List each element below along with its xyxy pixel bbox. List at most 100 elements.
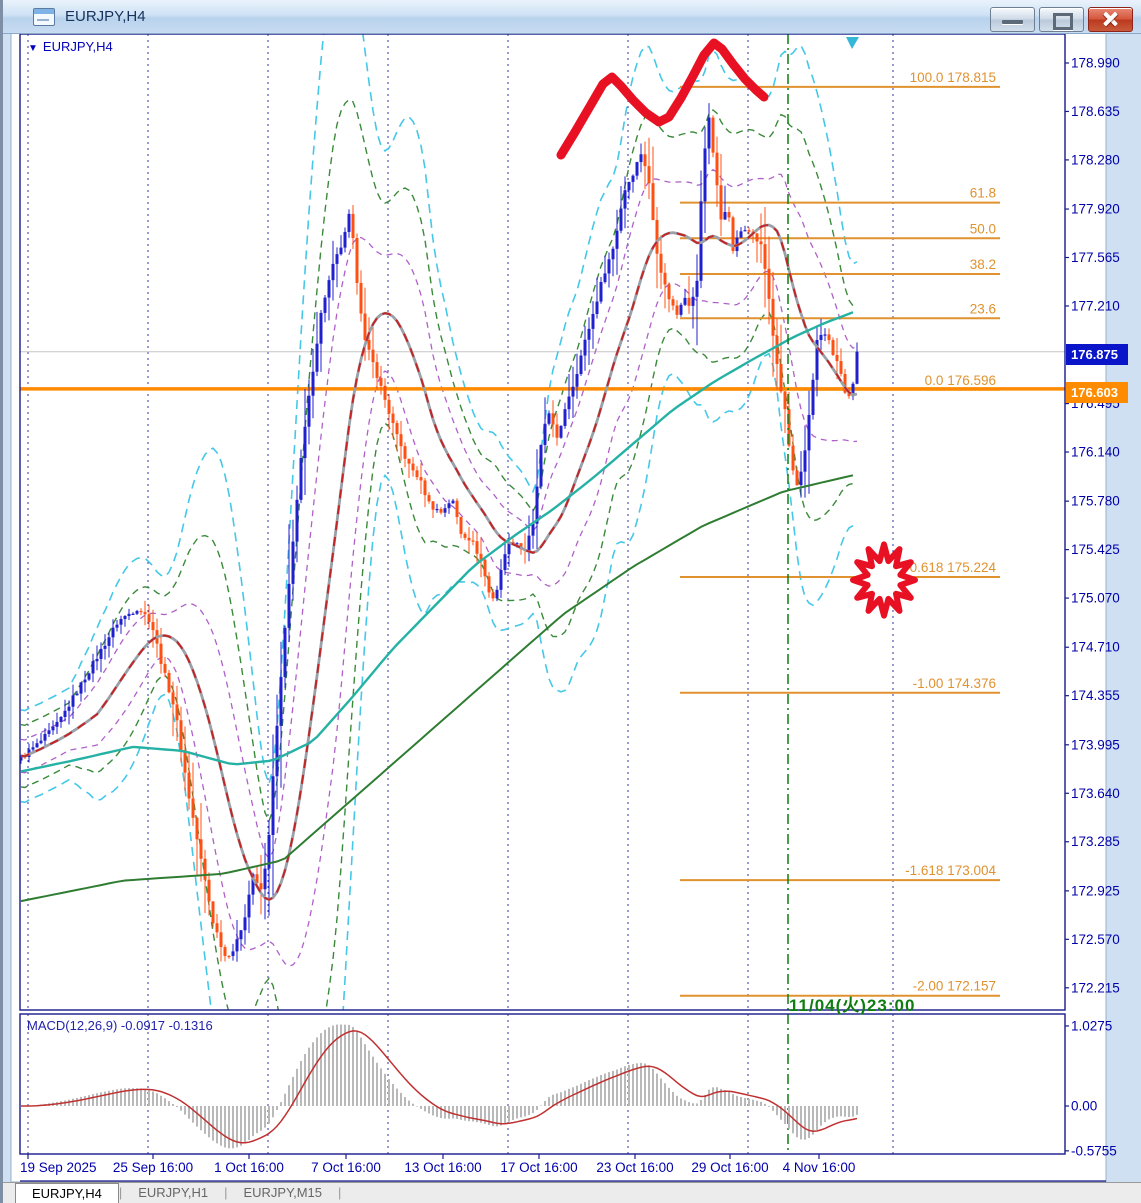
maximize-icon <box>1053 13 1073 30</box>
chart-shift-triangle-icon: ▼ <box>28 43 38 54</box>
main-plot-frame <box>19 33 1066 1011</box>
candle-body <box>643 154 647 167</box>
candle-body <box>607 259 611 274</box>
candle-body <box>227 955 231 958</box>
candle-body <box>31 747 35 750</box>
candle-body <box>787 409 791 446</box>
tab-eurjpy-h1[interactable]: EURJPY,H1 <box>138 1185 209 1200</box>
price-axis-label: 175.070 <box>1071 591 1120 606</box>
symbol-label-text: EURJPY,H4 <box>42 39 113 54</box>
minimize-button[interactable] <box>990 7 1035 32</box>
candle-body <box>827 334 831 341</box>
candle-body <box>635 162 639 176</box>
candle-body <box>575 374 579 387</box>
candle-body <box>123 615 127 620</box>
time-axis: 19 Sep 2025 25 Sep 16:00 1 Oct 16:00 7 Oct … <box>20 1154 855 1175</box>
fib-label: 50.0 <box>970 221 996 236</box>
chart-canvas[interactable]: 100.0 178.815 61.8 50.0 38.2 23.6 0.0 176.596… <box>3 0 1141 1182</box>
candle-body <box>719 185 723 220</box>
candle-body <box>259 883 263 890</box>
candle-body <box>75 693 79 696</box>
time-axis-label: 29 Oct 16:00 <box>691 1160 768 1175</box>
candle-body <box>167 672 171 693</box>
candle-body <box>619 208 623 231</box>
candle-body <box>331 263 335 281</box>
candle-body <box>559 425 563 438</box>
candle-body <box>579 355 583 375</box>
candle-body <box>111 627 115 638</box>
red-squiggle-annotation <box>556 38 769 160</box>
candle-body <box>667 284 671 300</box>
candle-body <box>303 426 307 459</box>
candle-body <box>323 297 327 313</box>
candle-body <box>411 463 415 471</box>
candle-body <box>271 776 275 835</box>
price-axis-label: 175.780 <box>1071 494 1120 509</box>
candle-body <box>387 399 391 414</box>
candle-body <box>479 553 483 560</box>
inner-band-upper <box>20 169 858 860</box>
candle-body <box>179 720 183 751</box>
candle-body <box>423 480 427 496</box>
close-button[interactable] <box>1088 7 1133 32</box>
price-axis-label: 174.710 <box>1071 640 1120 655</box>
candle-body <box>311 371 315 396</box>
candle-body <box>187 772 191 799</box>
candle-body <box>791 445 795 471</box>
tab-eurjpy-m15[interactable]: EURJPY,M15 <box>243 1185 322 1200</box>
candle-body <box>239 930 243 940</box>
candle-body <box>535 486 539 524</box>
candle-body <box>135 611 139 614</box>
candle-body <box>739 231 743 238</box>
window-titlebar[interactable]: EURJPY,H4 <box>3 0 1141 34</box>
candle-body <box>683 297 687 305</box>
candle-body <box>35 743 39 748</box>
candle-body <box>367 339 371 350</box>
candle-body <box>415 470 419 478</box>
window-title: EURJPY,H4 <box>65 8 146 25</box>
candle-body <box>743 230 747 232</box>
tab-eurjpy-h4[interactable]: EURJPY,H4 <box>15 1183 119 1203</box>
candle-body <box>567 396 571 410</box>
candle-body <box>763 244 767 269</box>
candle-body <box>207 879 211 902</box>
candle-body <box>315 343 319 372</box>
candle-body <box>431 501 435 510</box>
chart-client-background <box>10 32 1107 1182</box>
candle-body <box>823 334 827 336</box>
ma-fast-underlay <box>20 223 858 902</box>
close-icon <box>1089 8 1132 31</box>
candle-body <box>267 834 271 869</box>
candle-body <box>335 254 339 264</box>
candle-body <box>539 444 543 487</box>
candle-body <box>87 673 91 680</box>
candle-body <box>583 339 587 356</box>
candle-body <box>651 183 655 221</box>
time-axis-label: 13 Oct 16:00 <box>404 1160 481 1175</box>
fib-label: 23.6 <box>970 301 996 316</box>
candle-body <box>819 334 823 340</box>
price-axis-label: 175.425 <box>1071 542 1120 557</box>
candle-body <box>51 726 55 731</box>
candle-body <box>451 500 455 504</box>
time-axis-label: 7 Oct 16:00 <box>311 1160 381 1175</box>
candle-body <box>103 645 107 649</box>
candle-body <box>39 740 43 744</box>
ma-teal-line <box>20 311 854 773</box>
candle-body <box>455 500 459 518</box>
candle-body <box>399 434 403 447</box>
candle-body <box>471 540 475 542</box>
candles-layer <box>20 103 859 962</box>
maximize-button[interactable] <box>1039 7 1084 32</box>
candle-body <box>483 559 487 577</box>
candle-body <box>363 313 367 340</box>
candle-body <box>107 637 111 646</box>
candle-body <box>851 383 855 397</box>
macd-axis-label: -0.5755 <box>1071 1143 1117 1158</box>
candle-body <box>443 508 447 513</box>
candle-body <box>279 676 283 726</box>
starburst-annotation <box>850 541 918 619</box>
candle-body <box>379 377 383 386</box>
candle-body <box>347 213 351 232</box>
